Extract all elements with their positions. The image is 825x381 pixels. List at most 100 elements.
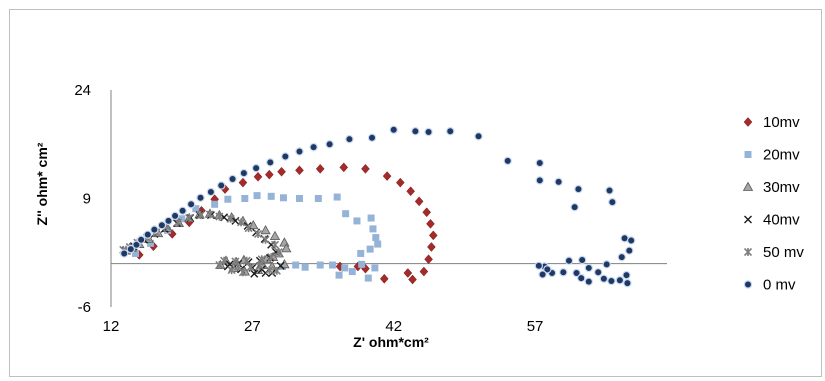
data-point	[211, 200, 219, 208]
y-tick-label: 24	[74, 82, 91, 99]
data-point	[255, 261, 264, 270]
data-point	[243, 221, 252, 230]
data-point	[599, 274, 609, 283]
data-point	[564, 256, 574, 265]
data-point	[584, 263, 593, 273]
data-point	[272, 266, 281, 275]
data-point	[538, 270, 547, 279]
data-point	[238, 177, 248, 188]
data-point	[226, 214, 235, 223]
data-point	[277, 166, 286, 177]
y-tick-label: -6	[78, 299, 91, 316]
data-point	[136, 235, 146, 244]
series-0-mv	[119, 125, 636, 288]
data-point	[608, 197, 617, 207]
data-point	[315, 163, 325, 174]
tick-labels: 12 27 42 57 24 9 -6	[74, 82, 543, 335]
data-point	[535, 158, 544, 168]
data-point	[328, 261, 336, 269]
data-point	[503, 156, 512, 166]
data-point	[227, 266, 236, 275]
data-point	[157, 221, 167, 230]
data-point	[228, 174, 237, 184]
legend-label: 30mv	[763, 179, 800, 196]
y-axis-title: Z'' ohm* cm²	[34, 142, 50, 225]
data-point	[270, 240, 280, 249]
data-point	[374, 240, 382, 248]
data-point	[238, 268, 247, 277]
data-point	[266, 158, 275, 167]
y-tick-label: 9	[83, 191, 91, 208]
data-point	[622, 270, 631, 280]
data-point	[372, 234, 380, 242]
data-point	[164, 216, 173, 226]
data-point	[424, 127, 433, 137]
data-point	[269, 230, 281, 241]
data-point	[196, 211, 205, 220]
plot-area	[119, 125, 636, 288]
data-point	[224, 195, 232, 203]
data-point	[246, 263, 255, 272]
data-point	[411, 127, 420, 136]
legend-label: 50 mv	[763, 244, 804, 261]
data-point	[382, 171, 392, 181]
legend-marker	[743, 117, 753, 127]
legend-label: 20mv	[763, 147, 800, 164]
data-point	[231, 216, 240, 225]
data-point	[132, 240, 141, 249]
data-point	[217, 181, 226, 190]
data-point	[244, 224, 253, 233]
data-point	[253, 192, 261, 200]
series-10mv	[134, 162, 438, 285]
legend-label: 0 mv	[763, 277, 796, 294]
data-point	[554, 177, 563, 187]
data-point	[584, 277, 593, 286]
data-point	[215, 260, 224, 270]
data-point	[178, 215, 186, 223]
data-point	[474, 132, 483, 141]
data-point	[260, 225, 271, 235]
data-point	[295, 165, 304, 176]
data-point	[361, 163, 370, 174]
data-point	[389, 125, 398, 134]
data-point	[206, 187, 216, 197]
data-point	[403, 268, 413, 278]
data-point	[309, 142, 318, 152]
data-point	[335, 271, 343, 279]
data-point	[333, 193, 341, 201]
legend: 10mv 20mv 30mv 40mv 50 mv 0 mv	[742, 114, 804, 294]
legend-marker	[744, 215, 752, 224]
data-point	[264, 169, 274, 180]
data-point	[446, 127, 455, 136]
data-point	[196, 193, 205, 202]
data-point	[132, 249, 140, 257]
x-tick-label: 27	[244, 318, 261, 335]
data-point	[119, 249, 129, 258]
data-point	[623, 278, 632, 288]
data-point	[276, 261, 285, 270]
x-tick-label: 57	[527, 318, 544, 335]
data-point	[615, 276, 625, 285]
data-point	[316, 261, 324, 269]
data-point	[325, 140, 334, 149]
data-point	[185, 213, 194, 223]
data-point	[577, 273, 586, 283]
data-point	[605, 186, 614, 195]
data-point	[250, 269, 259, 278]
data-point	[406, 186, 416, 197]
data-point	[570, 202, 579, 212]
data-point	[574, 184, 583, 194]
data-point	[626, 236, 636, 245]
data-point	[251, 163, 261, 173]
legend-label: 40mv	[763, 212, 800, 229]
data-point	[342, 210, 350, 218]
data-point	[366, 245, 374, 253]
data-point	[607, 276, 616, 286]
data-point	[348, 268, 356, 276]
data-point	[261, 235, 270, 244]
data-point	[369, 225, 377, 233]
data-point	[625, 246, 634, 255]
data-point	[424, 254, 433, 265]
data-point	[257, 255, 266, 264]
data-point	[192, 205, 200, 213]
